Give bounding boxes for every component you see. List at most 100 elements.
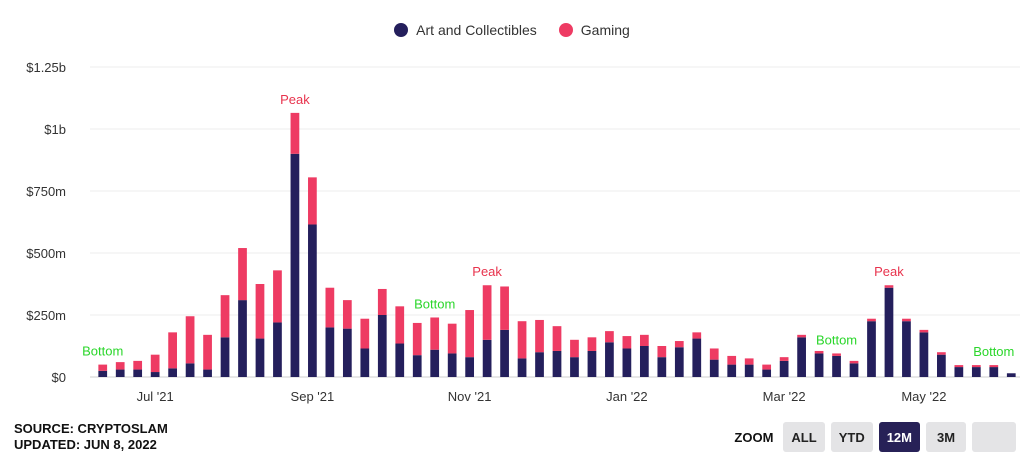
bar-gaming[interactable] <box>954 365 964 368</box>
bar-gaming[interactable] <box>744 358 754 365</box>
bar-gaming[interactable] <box>342 300 352 329</box>
bar-gaming[interactable] <box>98 364 108 371</box>
bar-gaming[interactable] <box>255 284 265 339</box>
bar-art-and-collectibles[interactable] <box>902 321 911 377</box>
bar-art-and-collectibles[interactable] <box>308 224 317 377</box>
bar-art-and-collectibles[interactable] <box>727 364 737 377</box>
bar-art-and-collectibles[interactable] <box>325 327 335 377</box>
bar-gaming[interactable] <box>797 334 806 338</box>
bar-gaming[interactable] <box>605 331 614 343</box>
bar-gaming[interactable] <box>570 339 579 358</box>
bar-art-and-collectibles[interactable] <box>115 369 125 377</box>
bar-gaming[interactable] <box>884 285 894 288</box>
bar-gaming[interactable] <box>937 352 946 355</box>
bar-art-and-collectibles[interactable] <box>203 369 212 377</box>
bar-art-and-collectibles[interactable] <box>133 369 143 377</box>
bar-gaming[interactable] <box>203 334 212 370</box>
bar-gaming[interactable] <box>989 365 999 368</box>
legend-item-art[interactable]: Art and Collectibles <box>394 22 537 38</box>
bar-art-and-collectibles[interactable] <box>797 337 806 377</box>
bar-gaming[interactable] <box>430 317 440 350</box>
bar-gaming[interactable] <box>709 348 719 360</box>
bar-art-and-collectibles[interactable] <box>98 370 108 377</box>
zoom-3m-button[interactable]: 3M <box>926 422 966 452</box>
bar-gaming[interactable] <box>535 319 544 353</box>
bar-gaming[interactable] <box>185 316 195 364</box>
bar-art-and-collectibles[interactable] <box>412 355 422 377</box>
bar-gaming[interactable] <box>587 337 597 351</box>
bar-art-and-collectibles[interactable] <box>744 364 754 377</box>
bar-art-and-collectibles[interactable] <box>1006 373 1016 377</box>
bar-art-and-collectibles[interactable] <box>465 357 475 377</box>
bar-gaming[interactable] <box>395 306 405 344</box>
legend-item-gaming[interactable]: Gaming <box>558 22 630 38</box>
bar-art-and-collectibles[interactable] <box>377 315 387 377</box>
bar-gaming[interactable] <box>325 287 335 328</box>
bar-gaming[interactable] <box>133 360 143 370</box>
bar-gaming[interactable] <box>377 288 387 315</box>
bar-art-and-collectibles[interactable] <box>395 343 405 377</box>
bar-gaming[interactable] <box>622 336 632 349</box>
bar-art-and-collectibles[interactable] <box>674 347 684 377</box>
bar-art-and-collectibles[interactable] <box>517 358 527 377</box>
bar-art-and-collectibles[interactable] <box>552 350 562 377</box>
bar-gaming[interactable] <box>220 295 230 338</box>
bar-gaming[interactable] <box>290 112 300 154</box>
bar-gaming[interactable] <box>482 285 492 340</box>
bar-gaming[interactable] <box>150 354 160 373</box>
bar-art-and-collectibles[interactable] <box>779 360 789 377</box>
zoom-ytd-button[interactable]: YTD <box>830 422 873 452</box>
bar-gaming[interactable] <box>674 341 684 348</box>
bar-art-and-collectibles[interactable] <box>447 353 457 377</box>
bar-gaming[interactable] <box>849 360 859 364</box>
bar-art-and-collectibles[interactable] <box>709 359 719 377</box>
bar-gaming[interactable] <box>500 286 509 330</box>
bar-art-and-collectibles[interactable] <box>639 346 649 377</box>
bar-art-and-collectibles[interactable] <box>500 329 509 377</box>
bar-art-and-collectibles[interactable] <box>919 332 929 377</box>
bar-art-and-collectibles[interactable] <box>971 367 981 377</box>
bar-art-and-collectibles[interactable] <box>220 337 230 377</box>
bar-gaming[interactable] <box>779 357 789 361</box>
bar-gaming[interactable] <box>412 322 422 356</box>
zoom-extra-button[interactable] <box>972 422 1016 452</box>
bar-gaming[interactable] <box>867 318 876 322</box>
bar-gaming[interactable] <box>115 362 125 370</box>
bar-art-and-collectibles[interactable] <box>832 355 841 377</box>
bar-gaming[interactable] <box>639 334 649 346</box>
bar-art-and-collectibles[interactable] <box>168 368 177 377</box>
bar-art-and-collectibles[interactable] <box>622 348 632 377</box>
bar-art-and-collectibles[interactable] <box>937 354 946 377</box>
bar-gaming[interactable] <box>308 177 317 225</box>
bar-art-and-collectibles[interactable] <box>570 357 579 377</box>
bar-gaming[interactable] <box>762 364 772 370</box>
bar-art-and-collectibles[interactable] <box>657 357 667 377</box>
bar-art-and-collectibles[interactable] <box>150 372 160 377</box>
bar-art-and-collectibles[interactable] <box>605 342 614 377</box>
bar-gaming[interactable] <box>814 350 824 354</box>
zoom-12m-button[interactable]: 12M <box>878 422 920 452</box>
bar-art-and-collectibles[interactable] <box>692 338 702 377</box>
bar-art-and-collectibles[interactable] <box>273 322 282 377</box>
bar-art-and-collectibles[interactable] <box>290 153 300 377</box>
bar-art-and-collectibles[interactable] <box>185 363 195 377</box>
bar-art-and-collectibles[interactable] <box>954 367 964 377</box>
bar-gaming[interactable] <box>238 248 247 301</box>
bar-gaming[interactable] <box>692 332 702 339</box>
bar-art-and-collectibles[interactable] <box>255 338 265 377</box>
bar-gaming[interactable] <box>657 346 667 358</box>
bar-art-and-collectibles[interactable] <box>342 328 352 377</box>
bar-art-and-collectibles[interactable] <box>238 300 247 377</box>
bar-gaming[interactable] <box>552 326 562 351</box>
bar-art-and-collectibles[interactable] <box>867 321 876 377</box>
bar-gaming[interactable] <box>919 329 929 333</box>
bar-gaming[interactable] <box>465 310 475 358</box>
bar-art-and-collectibles[interactable] <box>535 352 544 377</box>
bar-gaming[interactable] <box>832 353 841 356</box>
zoom-all-button[interactable]: ALL <box>783 422 825 452</box>
bar-art-and-collectibles[interactable] <box>989 367 999 377</box>
bar-art-and-collectibles[interactable] <box>849 363 859 377</box>
bar-gaming[interactable] <box>517 321 527 359</box>
bar-art-and-collectibles[interactable] <box>482 339 492 377</box>
bar-art-and-collectibles[interactable] <box>360 348 370 377</box>
